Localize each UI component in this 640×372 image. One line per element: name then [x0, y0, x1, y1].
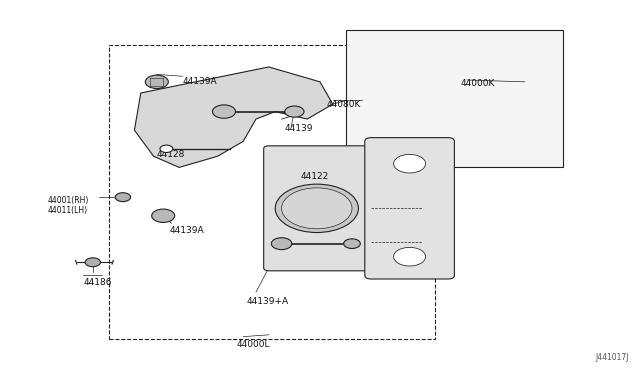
Polygon shape	[134, 67, 333, 167]
Text: J441017J: J441017J	[595, 353, 628, 362]
Circle shape	[394, 247, 426, 266]
Text: 44011(LH): 44011(LH)	[48, 206, 88, 215]
Circle shape	[212, 105, 236, 118]
Text: 44139A: 44139A	[170, 226, 204, 235]
Circle shape	[285, 106, 304, 117]
Text: 44139: 44139	[285, 124, 314, 133]
Bar	[387, 84, 436, 134]
Circle shape	[85, 258, 100, 267]
Bar	[109, 45, 435, 339]
Bar	[422, 44, 487, 60]
Text: 44000L: 44000L	[237, 340, 270, 349]
Circle shape	[484, 127, 499, 136]
Circle shape	[115, 193, 131, 202]
Text: 44139+A: 44139+A	[246, 297, 289, 306]
FancyBboxPatch shape	[458, 53, 525, 153]
Text: 44186: 44186	[83, 278, 112, 287]
FancyBboxPatch shape	[264, 146, 428, 271]
Circle shape	[145, 75, 168, 89]
Circle shape	[271, 238, 292, 250]
Circle shape	[275, 184, 358, 232]
Circle shape	[160, 145, 173, 153]
Circle shape	[484, 79, 499, 88]
Circle shape	[394, 154, 426, 173]
Text: 44128: 44128	[157, 150, 185, 159]
Circle shape	[344, 239, 360, 248]
Bar	[346, 30, 563, 167]
Circle shape	[282, 188, 352, 229]
FancyBboxPatch shape	[365, 138, 454, 279]
Text: 44139A: 44139A	[182, 77, 217, 86]
Text: 44122: 44122	[301, 172, 329, 181]
Text: 44001(RH): 44001(RH)	[48, 196, 90, 205]
Text: 44000K: 44000K	[461, 79, 495, 88]
Bar	[385, 64, 439, 140]
Text: 44080K: 44080K	[326, 100, 361, 109]
Circle shape	[152, 209, 175, 222]
